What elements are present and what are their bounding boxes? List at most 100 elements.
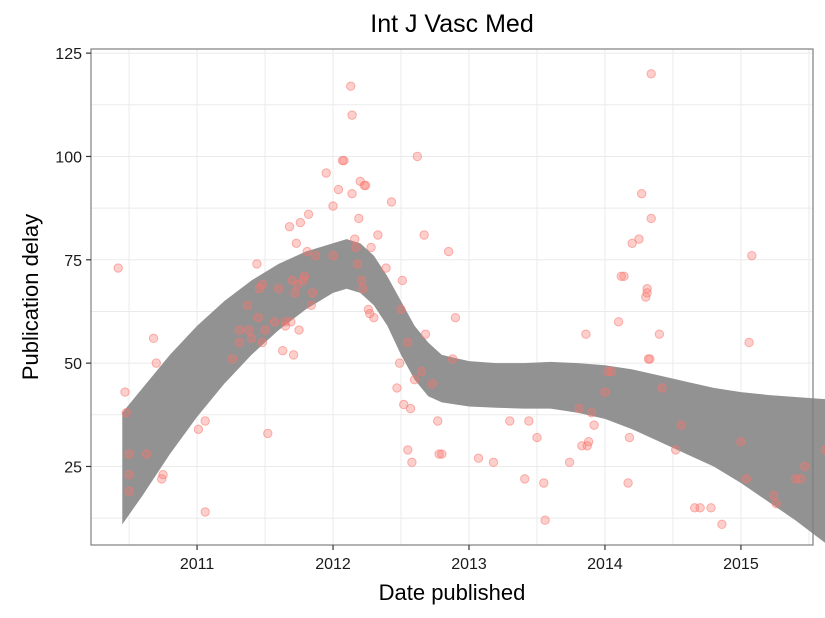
data-point <box>645 354 655 364</box>
gridlines <box>91 49 813 545</box>
data-point <box>623 478 633 488</box>
data-point <box>124 449 134 459</box>
data-point <box>796 474 806 484</box>
x-axis: 2011 2012 2013 2014 2015 <box>180 545 759 573</box>
data-point <box>409 374 420 385</box>
data-point <box>373 230 383 240</box>
data-point <box>488 457 499 468</box>
data-point <box>288 350 299 360</box>
data-point <box>412 151 423 162</box>
data-point <box>346 81 356 91</box>
data-point <box>624 432 635 443</box>
data-point <box>403 445 413 455</box>
data-point <box>366 242 376 253</box>
x-tick-label: 2013 <box>451 556 487 573</box>
data-point <box>636 188 647 199</box>
data-point <box>350 234 360 244</box>
data-point <box>257 279 268 290</box>
data-point <box>434 449 444 459</box>
y-tick-label: 100 <box>55 149 82 166</box>
data-point <box>646 69 656 79</box>
data-point <box>242 300 253 310</box>
data-point <box>532 432 542 443</box>
data-point <box>328 250 338 261</box>
data-point <box>121 408 132 418</box>
data-point <box>427 379 437 389</box>
data-point <box>294 325 304 335</box>
data-point <box>634 234 644 244</box>
data-point <box>450 312 461 323</box>
data-point <box>589 420 599 430</box>
data-point <box>200 416 210 426</box>
y-tick-label: 75 <box>64 253 82 270</box>
data-point <box>607 366 617 377</box>
data-point <box>253 312 263 323</box>
data-point <box>524 416 534 426</box>
data-point <box>771 498 781 509</box>
data-point <box>142 449 152 459</box>
data-point <box>113 263 123 273</box>
data-point <box>736 436 746 447</box>
data-point <box>148 333 159 344</box>
data-point <box>741 474 752 484</box>
data-point <box>747 250 757 261</box>
data-point <box>473 453 484 463</box>
x-axis-title: Date published <box>379 580 526 605</box>
data-point <box>227 354 238 364</box>
data-point <box>642 288 652 298</box>
y-tick-label: 25 <box>64 459 82 476</box>
data-point <box>328 201 338 211</box>
y-tick-label: 125 <box>55 46 82 63</box>
data-point <box>657 383 667 393</box>
y-axis-title: Publication delay <box>18 214 43 380</box>
y-tick-label: 50 <box>64 356 82 373</box>
data-point <box>670 445 681 455</box>
data-point <box>564 457 575 468</box>
data-points <box>113 69 825 530</box>
data-point <box>158 470 168 480</box>
data-point <box>299 271 310 282</box>
x-tick-label: 2011 <box>180 556 215 573</box>
data-point <box>291 238 302 248</box>
data-point <box>820 445 825 455</box>
data-point <box>676 420 686 430</box>
data-point <box>744 337 754 348</box>
data-point <box>581 329 591 339</box>
data-point <box>310 250 321 261</box>
data-point <box>295 217 306 228</box>
data-point <box>600 387 610 397</box>
data-point <box>403 337 413 348</box>
data-point <box>505 416 515 426</box>
data-point <box>407 457 417 468</box>
data-point <box>616 271 626 282</box>
data-point <box>252 259 262 269</box>
data-point <box>619 271 629 282</box>
data-point <box>263 428 273 439</box>
data-point <box>574 403 584 414</box>
data-point <box>420 329 431 339</box>
data-point <box>193 424 204 434</box>
data-point <box>613 317 624 327</box>
data-point <box>246 333 257 344</box>
data-point <box>360 180 371 191</box>
data-point <box>399 399 409 410</box>
data-point <box>443 246 454 257</box>
data-point <box>290 288 300 298</box>
data-point <box>586 408 597 418</box>
data-point <box>539 478 549 488</box>
data-point <box>257 337 268 348</box>
data-point <box>768 490 779 501</box>
data-point <box>354 213 364 224</box>
smooth-confidence-band <box>122 239 825 543</box>
data-point <box>339 155 349 166</box>
chart-title: Int J Vasc Med <box>370 10 534 38</box>
y-axis: 25 50 75 100 125 <box>55 46 91 476</box>
data-point <box>284 222 295 232</box>
data-point <box>124 470 134 480</box>
data-point <box>307 288 318 298</box>
plot-panel-border <box>90 48 814 546</box>
data-point <box>358 284 368 294</box>
data-point <box>269 317 280 327</box>
data-point <box>646 213 656 224</box>
data-point <box>627 238 637 248</box>
